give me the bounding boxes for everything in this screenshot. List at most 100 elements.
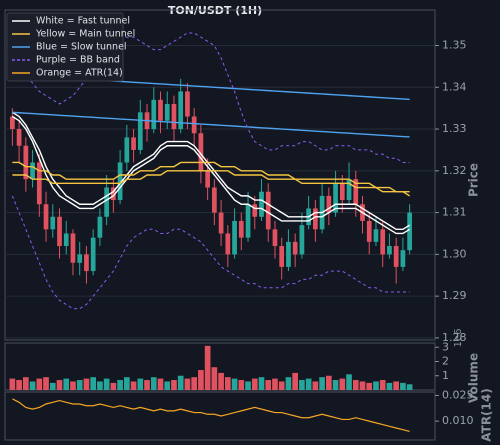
volume-bar [137,378,144,390]
volume-bar [238,380,245,390]
atr-axis-label: ATR(14) [480,388,494,441]
volume-bar [144,380,150,390]
y-tick-label: 1.31 [442,206,467,219]
candle-body [70,233,76,263]
legend-label: Yellow = Main tunnel [35,29,135,40]
volume-bar [36,378,43,390]
candle-body [178,91,184,130]
y-tick-label: 3 [442,340,449,353]
candle-body [36,162,42,205]
volume-offset: 1e6 [453,329,464,348]
volume-bar [76,380,83,390]
volume-bar [9,378,16,390]
volume-bar [299,380,305,390]
candle-body [292,241,298,255]
candle-body [43,204,49,230]
candle-body [232,220,237,255]
y-tick-label: 1.33 [442,122,467,135]
candle-body [313,208,318,230]
y-tick-label: 1.28 [442,331,467,344]
candle-body [16,129,22,146]
candle-body [380,229,386,255]
candle-body [205,170,210,188]
candle-body [124,137,130,163]
candle-body [10,116,15,130]
candle-body [238,220,244,238]
candle-body [77,254,83,263]
candle-body [265,191,271,230]
volume-bar [272,378,278,390]
candle-body [387,246,392,255]
candle-body [333,183,338,213]
atr-panel [4,391,436,441]
candle-body [185,91,190,117]
volume-bar [56,380,63,390]
candle-body [158,99,163,121]
volume-bar [191,377,197,390]
volume-bar [90,377,96,390]
volume-bar [406,384,413,390]
candle-body [97,216,103,238]
candle-body [407,212,412,251]
overlay-line [11,195,410,310]
y-tick-label: 0.010 [442,414,474,427]
volume-bar [29,381,36,390]
volume-bar [245,381,251,390]
volume-bar [184,378,191,390]
volume-bar [278,381,285,390]
legend-box [6,12,124,82]
candle-body [212,187,217,213]
volume-bar [258,377,265,390]
volume-bar [400,382,406,390]
volume-bar [124,377,130,390]
volume-bar [83,378,90,390]
candle-body [400,250,406,267]
volume-bar [312,381,319,390]
candle-body [373,229,379,242]
candle-body [225,233,231,255]
volume-bar [63,378,70,390]
overlay-line [12,170,411,197]
candle-body [50,216,56,230]
candle-body [131,137,136,150]
volume-bar [70,381,76,390]
volume-bar [211,367,218,390]
candle-body [252,204,258,217]
y-tick-label: 1 [442,369,449,382]
candle-body [218,212,224,234]
candle-body [84,254,89,272]
volume-bar [110,382,117,390]
volume-bar [171,380,177,390]
volume-bar [366,382,373,390]
volume-bar [164,381,171,390]
volume-bar [177,375,184,390]
candle-body [245,204,251,238]
candle-body [366,220,372,242]
volume-bar [305,378,312,390]
volume-bar [198,370,204,390]
atr-line [12,398,410,433]
volume-bar [218,372,224,390]
y-tick-label: 2 [442,355,449,368]
candle-body [117,162,123,201]
candle-body [393,246,399,267]
volume-bar [393,381,399,390]
legend-label: Orange = ATR(14) [36,68,123,79]
volume-bar [265,380,272,390]
volume-bar [204,345,211,390]
volume-bar [23,377,29,390]
y-tick-label: 1.30 [442,247,467,260]
volume-bar [332,380,339,390]
volume-bar [130,381,137,390]
volume-bar [117,380,123,390]
candle-body [90,237,96,272]
volume-bar [319,377,325,390]
candle-body [164,103,170,121]
volume-bar [49,382,56,390]
price-panel [4,9,436,341]
candle-body [299,225,305,255]
volume-bar [352,380,359,390]
volume-bar [359,381,366,390]
candle-body [326,195,332,213]
